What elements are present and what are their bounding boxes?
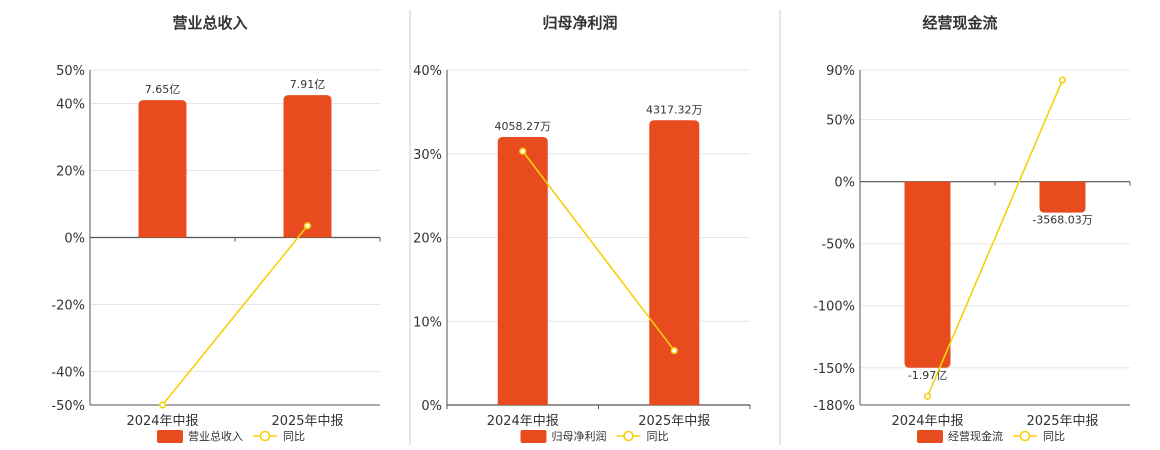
chart-panel-revenue: 营业总收入 50% 40% 20% 0% -20% -40% -50% 2024年中报 2025年… [51,14,381,443]
y-tick-label: 10% [413,315,442,330]
bar-data-label: -3568.03万 [1032,214,1092,227]
y-tick-label: 40% [56,98,85,113]
chart-title: 营业总收入 [172,14,247,32]
y-tick-label: 50% [56,64,85,79]
chart-title: 经营现金流 [922,14,997,32]
y-tick-label: 0% [64,232,85,247]
chart-title: 归母净利润 [542,14,617,32]
y-tick-label: 0% [421,399,442,414]
bar-data-label: 7.91亿 [290,78,326,91]
legend-line-marker [1019,430,1031,442]
y-tick-label: 0% [834,176,855,191]
x-category-label: 2025年中报 [1026,414,1098,429]
x-category-label: 2024年中报 [487,414,559,429]
legend-line-label: 同比 [647,430,669,443]
legend-line-label: 同比 [1043,430,1065,443]
legend-bar-swatch [157,430,183,443]
y-tick-label: 20% [413,232,442,247]
y-tick-label: -20% [51,299,85,314]
yoy-point [303,222,312,230]
bar [138,100,187,238]
legend-line-label: 同比 [283,430,305,443]
bar [649,120,700,405]
yoy-point [1058,76,1067,84]
bar [283,95,332,238]
y-tick-label: -40% [51,366,85,381]
y-tick-label: -50% [51,399,85,414]
bar [497,137,548,405]
bar [904,181,951,368]
yoy-point [158,401,167,409]
bar-data-label: 7.65亿 [145,83,181,96]
yoy-point [670,346,678,355]
x-category-label: 2024年中报 [126,414,198,429]
yoy-line [522,150,675,352]
x-category-label: 2024年中报 [891,414,963,429]
x-category-label: 2025年中报 [638,414,710,429]
chart-panel-net-profit: 归母净利润 40% 30% 20% 10% 0% 2024年中报 2025年中报 4058.27… [413,14,751,443]
y-tick-label: 40% [413,64,442,79]
chart-panel-operating-cash-flow: 经营现金流 90% 50% 0% -50% -100% -150% -180% 2024年中报 2… [813,14,1131,443]
y-tick-label: 30% [413,148,442,163]
bar [1039,181,1086,213]
yoy-point [519,147,527,155]
legend-bar-swatch [917,430,943,443]
bar-data-label: 4058.27万 [495,120,552,133]
y-tick-label: 50% [826,114,855,129]
legend-bar-label: 经营现金流 [948,429,1003,443]
yoy-line [926,79,1064,397]
y-tick-label: -50% [821,238,855,253]
legend-line-marker [623,430,634,442]
x-category-label: 2025年中报 [271,414,343,429]
y-tick-label: -150% [813,362,855,377]
bar-data-label: 4317.32万 [646,103,703,116]
bar-data-label: -1.97亿 [908,369,947,382]
legend-bar-label: 归母净利润 [552,429,607,443]
yoy-point [923,392,932,400]
y-tick-label: 90% [826,64,855,79]
y-tick-label: -100% [813,300,855,315]
y-tick-label: -180% [813,399,855,414]
y-tick-label: 20% [56,165,85,180]
legend-bar-swatch [520,430,547,443]
yoy-line [161,225,309,406]
legend-line-marker [259,430,271,442]
legend-bar-label: 营业总收入 [188,429,243,443]
